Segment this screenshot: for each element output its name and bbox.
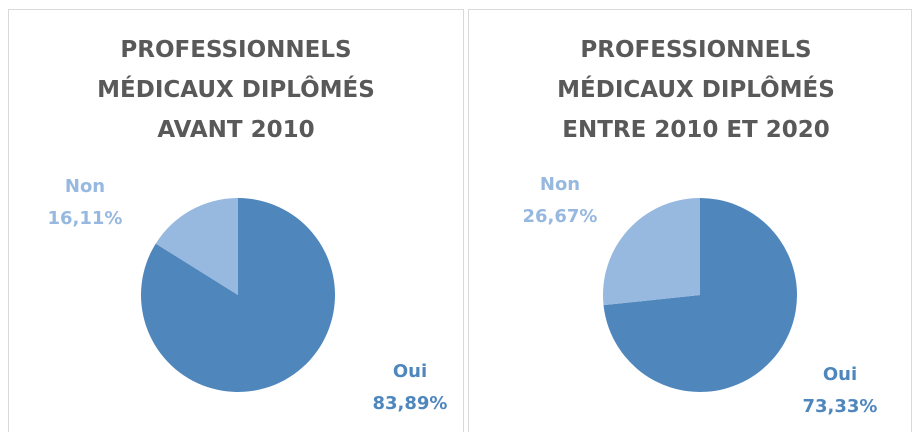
title-line: MÉDICAUX DIPLÔMÉS bbox=[557, 75, 835, 103]
title-line: PROFESSIONNELS bbox=[580, 37, 811, 63]
title-line: PROFESSIONNELS bbox=[120, 37, 351, 63]
slice-value-label: 73,33% bbox=[803, 396, 878, 417]
slice-value-label: 16,11% bbox=[48, 208, 123, 229]
pie-slice bbox=[140, 198, 335, 392]
slice-value-label: 83,89% bbox=[373, 393, 448, 414]
title-line: MÉDICAUX DIPLÔMÉS bbox=[97, 75, 375, 103]
title-line: ENTRE 2010 ET 2020 bbox=[562, 117, 830, 143]
pie-slice bbox=[603, 198, 700, 306]
panel bbox=[468, 9, 912, 432]
slice-value-label: 26,67% bbox=[523, 206, 598, 227]
title-line: AVANT 2010 bbox=[157, 117, 314, 143]
slice-category: Non bbox=[540, 174, 580, 195]
slice-category: Oui bbox=[393, 361, 427, 382]
chart-title: PROFESSIONNELS MÉDICAUX DIPLÔMÉS AVANT 201… bbox=[97, 37, 375, 143]
slice-category: Non bbox=[65, 176, 105, 197]
panel bbox=[8, 9, 464, 432]
slice-category: Oui bbox=[823, 364, 857, 385]
pie-slice bbox=[603, 197, 797, 393]
pie-slice bbox=[155, 198, 238, 295]
chart-title: PROFESSIONNELS MÉDICAUX DIPLÔMÉS ENTRE 201… bbox=[557, 37, 835, 143]
